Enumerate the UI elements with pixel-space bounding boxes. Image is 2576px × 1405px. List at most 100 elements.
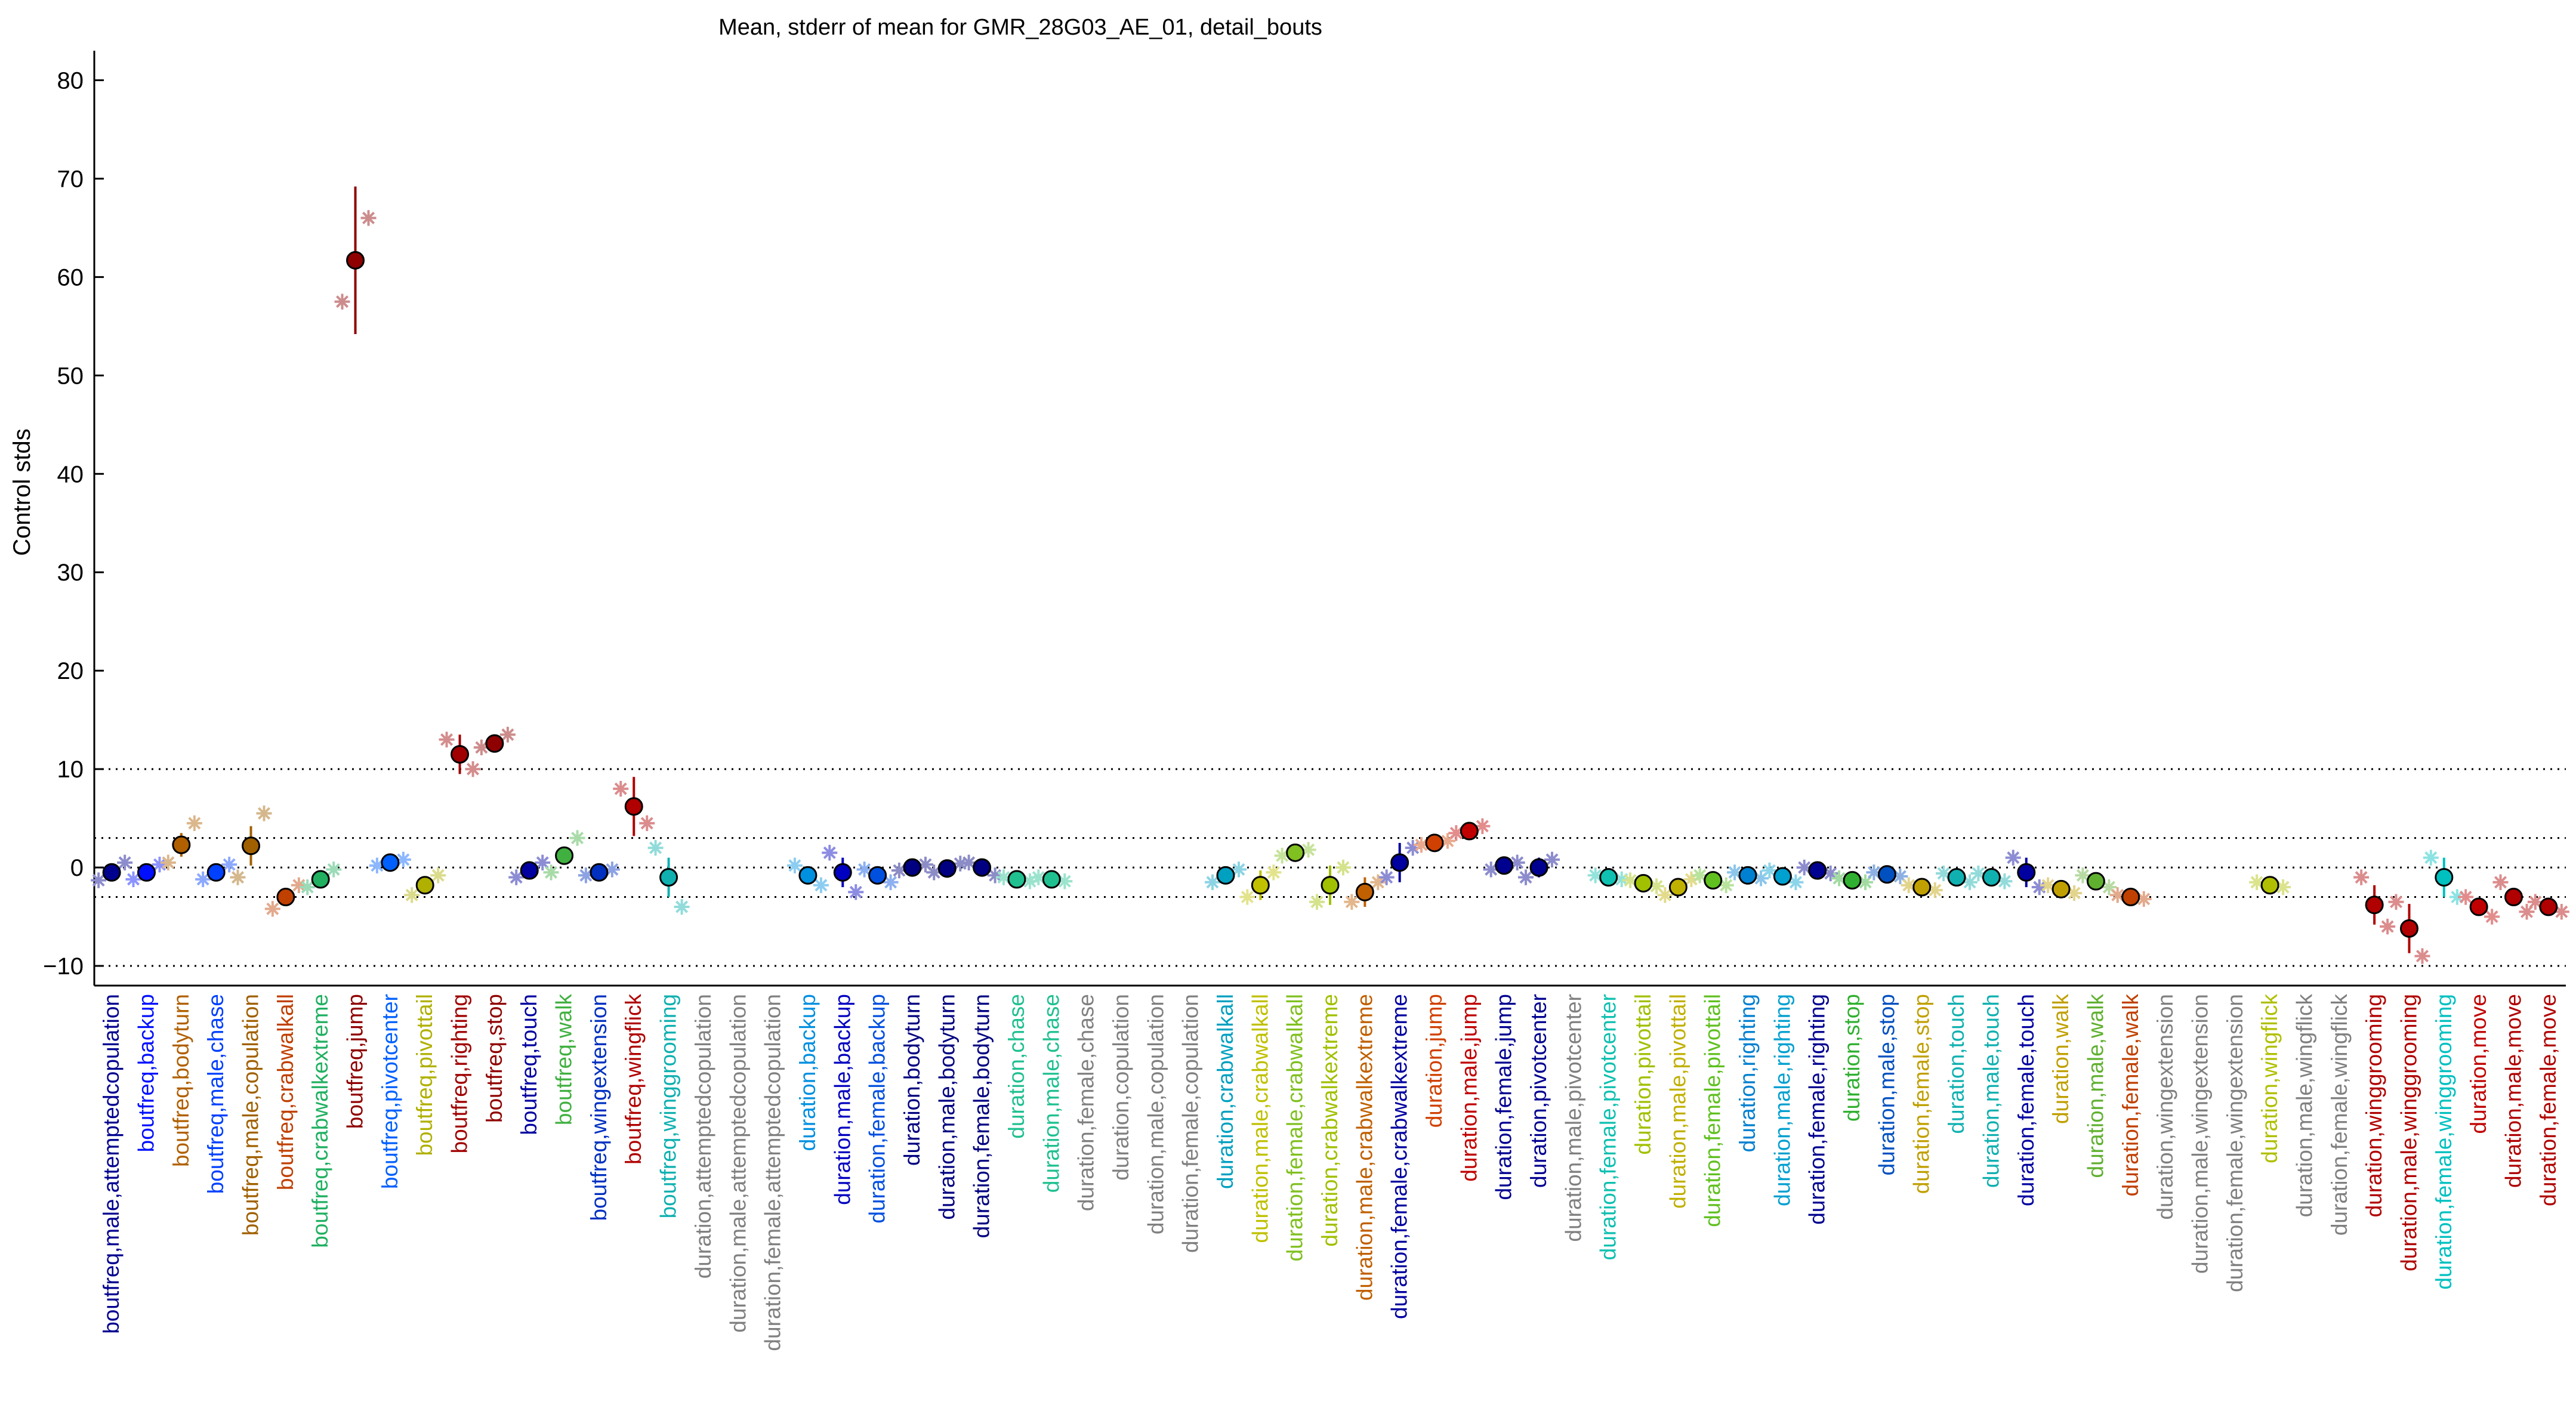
mean-point [415, 876, 434, 895]
mean-point [2435, 868, 2454, 887]
mean-point [868, 866, 887, 885]
category-marks [1970, 865, 2013, 890]
x-tick-label: duration,male,wingextension [2188, 994, 2213, 1274]
x-tick-label: duration,male,pivotcenter [1561, 994, 1585, 1242]
asterisk-stroke [188, 817, 201, 830]
asterisk-stroke [1337, 861, 1350, 874]
category-marks [1518, 851, 1560, 885]
asterisk-stroke [1267, 866, 1280, 879]
asterisk-stroke [1241, 891, 1254, 904]
individual-point [1788, 874, 1804, 890]
asterisk-stroke [1658, 888, 1671, 901]
mean-point [2469, 897, 2488, 916]
mean-point [1808, 861, 1827, 880]
y-axis-label: Control stds [9, 428, 35, 555]
category-marks [334, 186, 377, 335]
mean-point [624, 797, 643, 816]
mean-point [1982, 868, 2001, 887]
x-tick-label: boutfreq,crabwalkall [273, 994, 298, 1190]
x-tick-label: duration,female,wingextension [2223, 994, 2247, 1292]
x-tick-label: duration,crabwalkextreme [1318, 994, 1342, 1247]
individual-point [91, 872, 107, 888]
asterisk-stroke [327, 863, 340, 876]
individual-point [1474, 818, 1491, 834]
mean-point [1599, 868, 1618, 887]
category-marks [1796, 859, 1838, 882]
asterisk-stroke [301, 881, 314, 894]
individual-point [2380, 919, 2396, 935]
individual-point [1378, 869, 1395, 885]
individual-point [1344, 894, 1360, 910]
asterisk-stroke [440, 733, 454, 746]
individual-point [822, 845, 838, 861]
x-tick-label: duration,crabwalkall [1213, 994, 1238, 1189]
x-tick-label: duration,female,crabwalkall [1283, 994, 1307, 1261]
mean-point [1947, 868, 1966, 887]
category-marks [404, 867, 446, 903]
x-tick-label: boutfreq,stop [482, 994, 507, 1123]
category-marks [1901, 877, 1943, 898]
asterisk-stroke [919, 858, 932, 871]
individual-point [2075, 867, 2091, 884]
asterisk-stroke [405, 888, 418, 901]
category-marks [1274, 842, 1316, 864]
asterisk-stroke [536, 856, 549, 869]
individual-point [1300, 842, 1316, 858]
category-marks [91, 854, 133, 888]
category-marks [1483, 854, 1525, 878]
x-tick-label: duration,male,attemptedcopulation [726, 994, 750, 1333]
individual-point [613, 781, 629, 797]
asterisk-stroke [1545, 853, 1559, 866]
individual-point [2353, 869, 2370, 885]
individual-point [2040, 877, 2056, 893]
x-tick-label: boutfreq,male,attemptedcopulation [99, 994, 124, 1334]
mean-point [2365, 896, 2384, 915]
asterisk-stroke [1415, 838, 1428, 851]
individual-point [326, 861, 342, 878]
asterisk-stroke [362, 211, 375, 224]
asterisk-stroke [1232, 863, 1245, 876]
x-tick-label: duration,male,crabwalkextreme [1352, 994, 1377, 1301]
mean-point [937, 859, 957, 878]
asterisk-stroke [2555, 905, 2568, 918]
y-tick-label: 80 [57, 67, 84, 94]
x-tick-label: duration,female,attemptedcopulation [761, 994, 785, 1351]
individual-point [404, 887, 420, 903]
category-marks [1692, 867, 1734, 893]
x-tick-label: duration,female,chase [1074, 994, 1099, 1211]
asterisk-stroke [1511, 856, 1524, 869]
category-marks [1587, 867, 1630, 888]
asterisk-stroke [545, 866, 558, 879]
individual-point [186, 815, 202, 831]
x-tick-label: duration,male,chase [1039, 994, 1063, 1193]
asterisk-stroke [1485, 863, 1498, 876]
individual-point [883, 874, 899, 890]
x-tick-label: duration,male,touch [1979, 994, 2003, 1188]
x-tick-label: boutfreq,male,copulation [239, 994, 263, 1236]
asterisk-stroke [849, 885, 862, 898]
individual-point [1239, 889, 1255, 905]
x-tick-label: duration,jump [1422, 994, 1446, 1128]
category-marks [822, 845, 864, 900]
y-tick-label: −10 [43, 953, 84, 980]
category-marks [195, 856, 237, 888]
asterisk-stroke [1824, 867, 1837, 880]
asterisk-stroke [1476, 820, 1489, 833]
x-tick-label: boutfreq,bodyturn [169, 994, 193, 1167]
asterisk-stroke [162, 856, 175, 869]
category-marks [1831, 870, 1874, 891]
mean-point [659, 868, 678, 887]
asterisk-stroke [153, 858, 166, 871]
mean-point [451, 745, 470, 764]
x-tick-label: duration,righting [1735, 994, 1760, 1152]
mean-point [798, 866, 817, 885]
asterisk-stroke [2494, 876, 2507, 889]
asterisk-stroke [2111, 888, 2124, 901]
asterisk-stroke [2415, 950, 2429, 963]
x-tick-label: boutfreq,male,chase [203, 994, 228, 1194]
asterisk-stroke [501, 728, 514, 741]
x-tick-label: boutfreq,winggrooming [656, 994, 681, 1218]
individual-point [856, 861, 872, 878]
individual-point [674, 899, 690, 915]
